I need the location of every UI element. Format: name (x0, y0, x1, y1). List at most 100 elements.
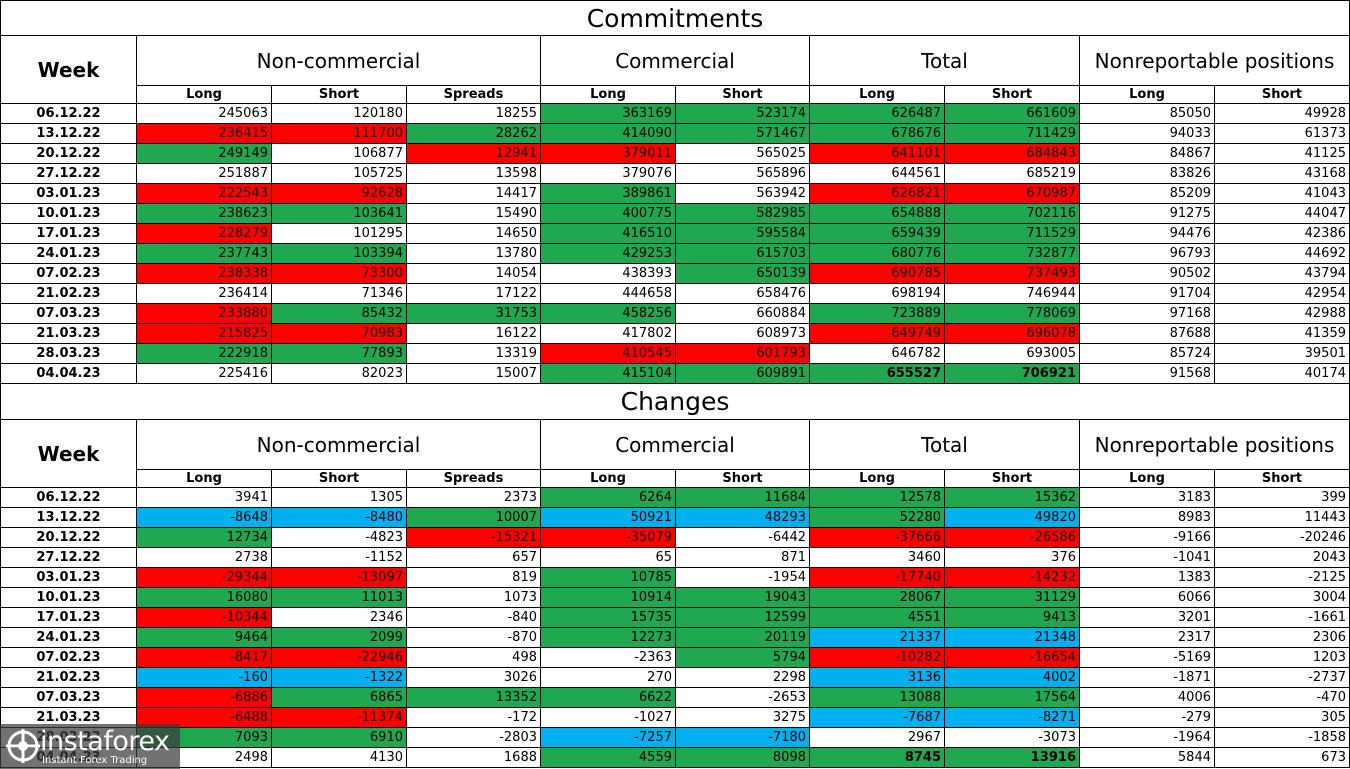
value-cell: -1954 (676, 568, 810, 588)
value-cell: -840 (407, 608, 541, 628)
group-header: Nonreportable positions (1080, 36, 1350, 86)
value-cell: 10914 (541, 588, 676, 608)
value-cell: 251887 (137, 164, 272, 184)
value-cell: 655527 (810, 364, 945, 384)
section-title: Changes (0, 384, 1350, 420)
value-cell: 417802 (541, 324, 676, 344)
value-cell: 746944 (945, 284, 1080, 304)
value-cell: 626487 (810, 104, 945, 124)
value-cell: 13780 (407, 244, 541, 264)
value-cell: 4006 (1080, 688, 1215, 708)
value-cell: 582985 (676, 204, 810, 224)
value-cell: 92628 (272, 184, 407, 204)
value-cell: 14650 (407, 224, 541, 244)
value-cell: 2346 (272, 608, 407, 628)
week-cell: 04.04.23 (0, 364, 137, 384)
value-cell: 85209 (1080, 184, 1215, 204)
value-cell: 13916 (945, 748, 1080, 768)
value-cell: 245063 (137, 104, 272, 124)
week-cell: 24.01.23 (0, 628, 137, 648)
value-cell: 438393 (541, 264, 676, 284)
value-cell: 608973 (676, 324, 810, 344)
value-cell: 3026 (407, 668, 541, 688)
value-cell: 609891 (676, 364, 810, 384)
value-cell: 103641 (272, 204, 407, 224)
week-cell: 13.12.22 (0, 508, 137, 528)
column-header: Long (137, 86, 272, 104)
value-cell: 659439 (810, 224, 945, 244)
value-cell: 6264 (541, 488, 676, 508)
value-cell: 85724 (1080, 344, 1215, 364)
value-cell: 49820 (945, 508, 1080, 528)
value-cell: 4559 (541, 748, 676, 768)
value-cell: 429253 (541, 244, 676, 264)
week-cell: 06.12.22 (0, 104, 137, 124)
group-header: Commercial (541, 36, 810, 86)
value-cell: 17122 (407, 284, 541, 304)
week-cell: 21.02.23 (0, 284, 137, 304)
value-cell: 778069 (945, 304, 1080, 324)
value-cell: 1383 (1080, 568, 1215, 588)
value-cell: 1688 (407, 748, 541, 768)
value-cell: 18255 (407, 104, 541, 124)
value-cell: 4130 (272, 748, 407, 768)
value-cell: -10282 (810, 648, 945, 668)
value-cell: 111700 (272, 124, 407, 144)
group-header: Total (810, 420, 1080, 470)
column-header: Short (272, 470, 407, 488)
brand: instaforex (40, 726, 170, 757)
value-cell: 680776 (810, 244, 945, 264)
value-cell: 16122 (407, 324, 541, 344)
value-cell: -35079 (541, 528, 676, 548)
value-cell: 3136 (810, 668, 945, 688)
value-cell: 2043 (1215, 548, 1350, 568)
value-cell: 19043 (676, 588, 810, 608)
value-cell: 732877 (945, 244, 1080, 264)
value-cell: 52280 (810, 508, 945, 528)
value-cell: 6622 (541, 688, 676, 708)
value-cell: -20246 (1215, 528, 1350, 548)
week-cell: 10.01.23 (0, 204, 137, 224)
week-cell: 21.02.23 (0, 668, 137, 688)
column-header: Short (945, 86, 1080, 104)
value-cell: 85432 (272, 304, 407, 324)
value-cell: -6442 (676, 528, 810, 548)
value-cell: 2298 (676, 668, 810, 688)
group-header: Non-commercial (137, 36, 541, 86)
value-cell: 523174 (676, 104, 810, 124)
value-cell: -22946 (272, 648, 407, 668)
column-header: Spreads (407, 470, 541, 488)
value-cell: 20119 (676, 628, 810, 648)
column-header: Long (137, 470, 272, 488)
value-cell: -470 (1215, 688, 1350, 708)
value-cell: 12273 (541, 628, 676, 648)
value-cell: 70983 (272, 324, 407, 344)
value-cell: 236414 (137, 284, 272, 304)
value-cell: 1203 (1215, 648, 1350, 668)
column-header: Long (810, 470, 945, 488)
value-cell: 12941 (407, 144, 541, 164)
value-cell: -26586 (945, 528, 1080, 548)
value-cell: 379076 (541, 164, 676, 184)
value-cell: -3073 (945, 728, 1080, 748)
value-cell: 15735 (541, 608, 676, 628)
week-cell: 06.12.22 (0, 488, 137, 508)
week-cell: 28.03.23 (0, 344, 137, 364)
value-cell: 238338 (137, 264, 272, 284)
value-cell: 571467 (676, 124, 810, 144)
column-header: Short (272, 86, 407, 104)
value-cell: 3201 (1080, 608, 1215, 628)
week-cell: 17.01.23 (0, 224, 137, 244)
value-cell: 101295 (272, 224, 407, 244)
value-cell: 3004 (1215, 588, 1350, 608)
value-cell: -14232 (945, 568, 1080, 588)
value-cell: 3275 (676, 708, 810, 728)
value-cell: 5794 (676, 648, 810, 668)
value-cell: 4002 (945, 668, 1080, 688)
logo-icon (6, 729, 40, 763)
value-cell: 711529 (945, 224, 1080, 244)
value-cell: 82023 (272, 364, 407, 384)
week-cell: 07.02.23 (0, 264, 137, 284)
column-header: Short (1215, 470, 1350, 488)
week-cell: 03.01.23 (0, 184, 137, 204)
